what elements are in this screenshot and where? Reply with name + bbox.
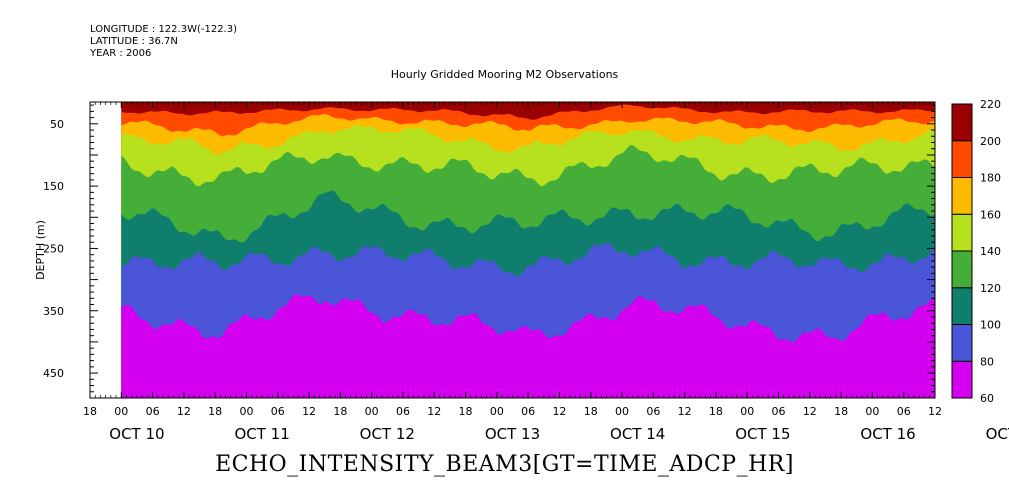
colorbar-label: 140	[980, 245, 1001, 258]
colorbar-swatch-200	[951, 103, 973, 142]
y-tick-label: 350	[43, 305, 64, 318]
x-hour-label: 12	[678, 405, 692, 418]
x-date-label: OCT 16	[860, 425, 915, 443]
x-date-label: OCT 17	[986, 425, 1009, 443]
y-tick-label: 250	[43, 242, 64, 255]
x-hour-label: 18	[83, 405, 97, 418]
year-label: YEAR : 2006	[90, 48, 152, 59]
x-hour-label: 12	[552, 405, 566, 418]
x-hour-label: 18	[333, 405, 347, 418]
x-hour-label: 00	[114, 405, 128, 418]
x-date-label: OCT 10	[109, 425, 164, 443]
x-hour-label: 12	[427, 405, 441, 418]
x-date-label: OCT 13	[485, 425, 540, 443]
x-hour-label: 06	[646, 405, 660, 418]
colorbar-label: 100	[980, 319, 1001, 332]
colorbar-swatch-180	[951, 140, 973, 178]
colorbar-label: 160	[980, 208, 1001, 221]
x-hour-label: 06	[271, 405, 285, 418]
colorbar-label: 120	[980, 282, 1001, 295]
axes: 50 150 250 350 450 DEPTH (m) 18 00 06 12 18 00 06 12 1…	[34, 101, 1009, 443]
x-hour-label: 06	[146, 405, 160, 418]
colorbar-label: 200	[980, 135, 1001, 148]
x-hour-label: 06	[396, 405, 410, 418]
x-hour-label: 18	[834, 405, 848, 418]
variable-label: ECHO_INTENSITY_BEAM3[GT=TIME_ADCP_HR]	[215, 452, 794, 477]
x-hour-label: 06	[772, 405, 786, 418]
x-date-label: OCT 11	[234, 425, 289, 443]
y-axis-label: DEPTH (m)	[34, 220, 47, 280]
colorbar-swatch-80	[951, 324, 973, 362]
x-hour-label: 18	[459, 405, 473, 418]
x-hour-label: 00	[740, 405, 754, 418]
chart-title: Hourly Gridded Mooring M2 Observations	[390, 68, 619, 81]
x-hour-label: 12	[177, 405, 191, 418]
colorbar-swatch-120	[951, 250, 973, 289]
colorbar-swatch-60	[951, 360, 973, 399]
x-hour-label: 00	[865, 405, 879, 418]
x-hour-label: 00	[365, 405, 379, 418]
plot-area	[121, 102, 936, 399]
x-hour-label: 06	[521, 405, 535, 418]
x-hour-label: 12	[302, 405, 316, 418]
colorbar: 60 80 100 120 140 160 180 200 220	[951, 98, 1001, 405]
latitude-label: LATITUDE : 36.7N	[90, 36, 178, 47]
x-hour-label: 18	[584, 405, 598, 418]
y-tick-label: 150	[43, 180, 64, 193]
x-hour-label: 00	[239, 405, 253, 418]
x-date-label: OCT 12	[360, 425, 415, 443]
colorbar-label: 60	[980, 392, 994, 405]
y-tick-label: 50	[50, 118, 64, 131]
colorbar-swatch-100	[951, 287, 973, 325]
colorbar-label: 80	[980, 355, 994, 368]
x-hour-label: 12	[928, 405, 942, 418]
x-hour-label: 00	[615, 405, 629, 418]
longitude-label: LONGITUDE : 122.3W(-122.3)	[90, 24, 237, 35]
colorbar-label: 220	[980, 98, 1001, 111]
band-60-80	[121, 294, 936, 398]
x-date-label: OCT 14	[610, 425, 665, 443]
x-hour-label: 06	[897, 405, 911, 418]
x-date-label: OCT 15	[735, 425, 790, 443]
colorbar-swatch-140	[951, 213, 973, 252]
x-hour-label: 18	[208, 405, 222, 418]
x-hour-label: 00	[490, 405, 504, 418]
colorbar-label: 180	[980, 172, 1001, 185]
x-hour-label: 18	[709, 405, 723, 418]
x-hour-label: 12	[803, 405, 817, 418]
colorbar-swatch-160	[951, 177, 973, 215]
y-tick-label: 450	[43, 367, 64, 380]
